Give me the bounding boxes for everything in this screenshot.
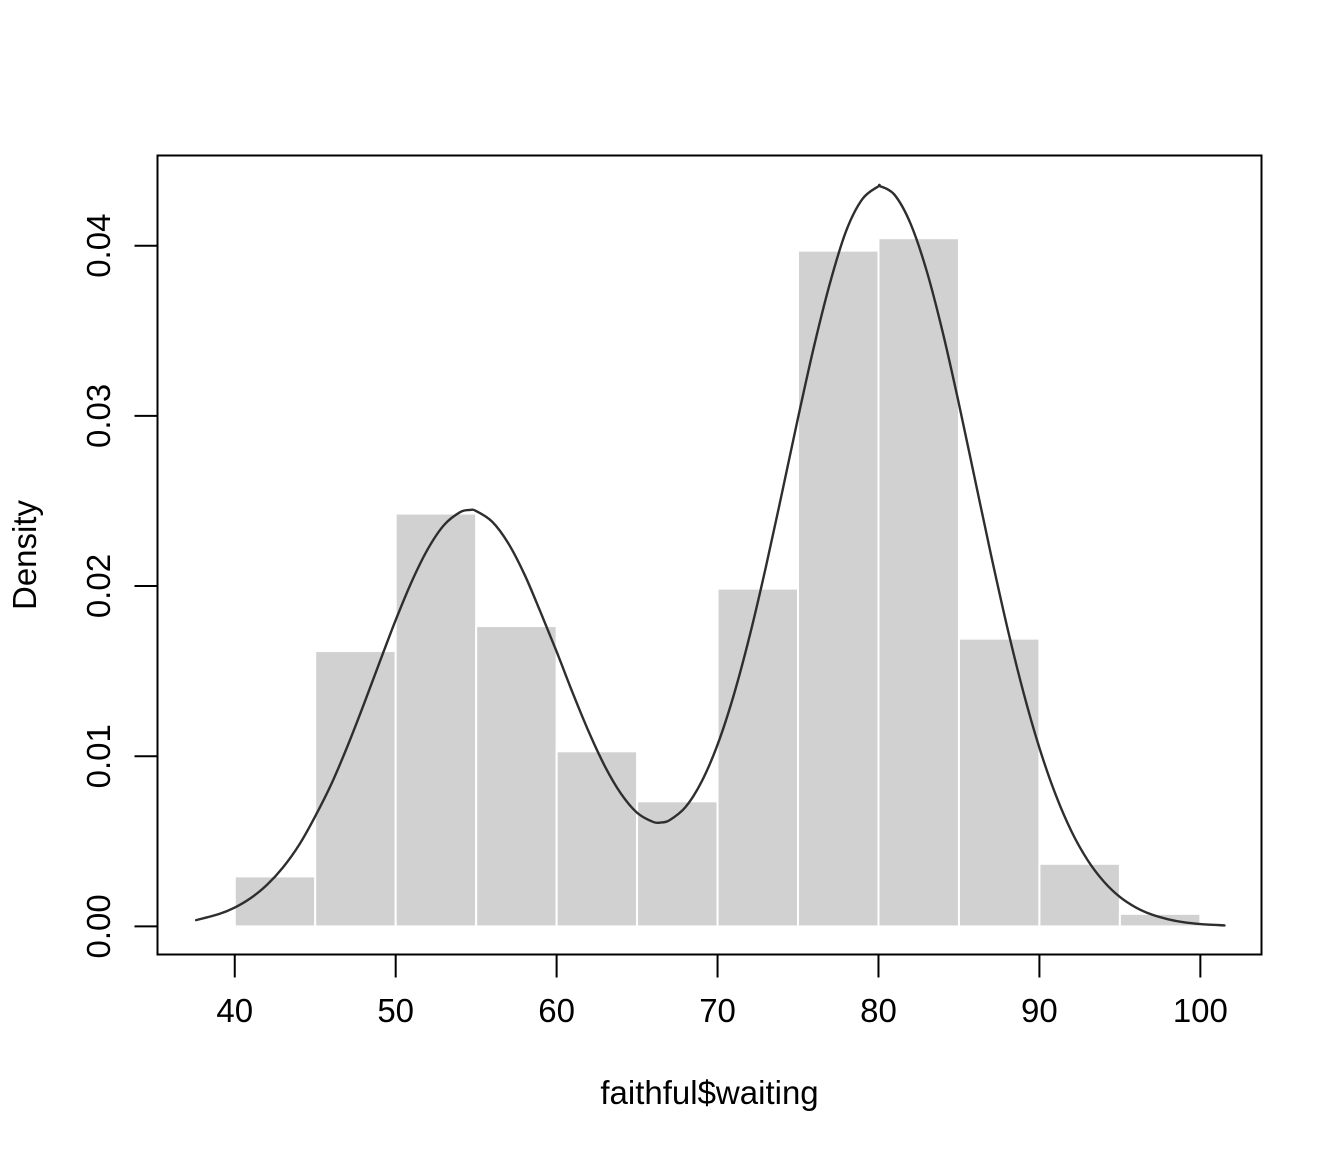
x-tick-label: 60 <box>538 992 575 1029</box>
y-tick-label: 0.00 <box>80 894 117 958</box>
x-axis-title: faithful$waiting <box>600 1074 818 1111</box>
histogram-bar <box>233 875 317 928</box>
y-tick-label: 0.02 <box>80 554 117 618</box>
histogram-bar <box>1118 912 1202 928</box>
x-axis: 40 50 60 70 80 90 100 <box>216 955 1228 1029</box>
x-tick-label: 90 <box>1021 992 1058 1029</box>
histogram-bar <box>636 800 719 928</box>
histogram-bar <box>716 587 800 928</box>
histogram-bar <box>555 750 639 928</box>
histogram-bar <box>957 637 1041 928</box>
y-tick-label: 0.03 <box>80 384 117 448</box>
histogram-bar <box>877 237 960 928</box>
y-axis-title: Density <box>6 499 43 610</box>
density-curve <box>194 183 1226 927</box>
x-tick-label: 70 <box>699 992 736 1029</box>
x-tick-label: 40 <box>216 992 253 1029</box>
x-tick-label: 80 <box>860 992 897 1029</box>
histogram-bar <box>475 625 558 928</box>
histogram-bar <box>394 512 478 928</box>
histogram-bars <box>233 237 1202 928</box>
histogram-bar <box>797 249 880 928</box>
histogram-bar <box>1038 862 1121 928</box>
y-tick-label: 0.01 <box>80 724 117 788</box>
x-tick-label: 100 <box>1173 992 1228 1029</box>
x-tick-label: 50 <box>377 992 414 1029</box>
histogram-bar <box>314 650 397 928</box>
y-axis: 0.00 0.01 0.02 0.03 0.04 <box>80 214 157 959</box>
plot-border <box>156 154 1263 956</box>
y-tick-label: 0.04 <box>80 214 117 278</box>
